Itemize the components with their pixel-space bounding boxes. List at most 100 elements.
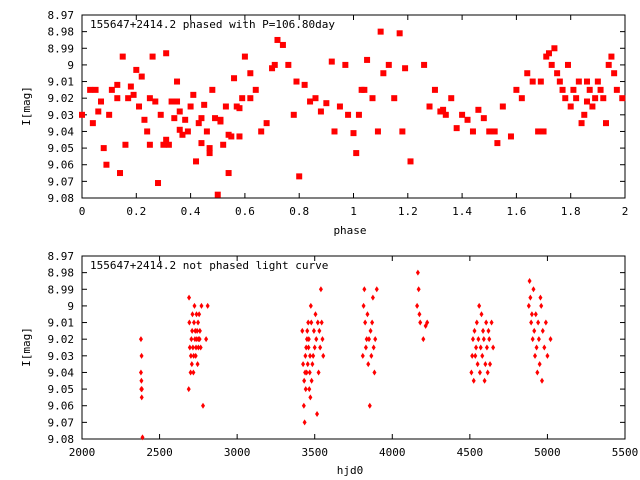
unphased-data-point bbox=[367, 336, 372, 343]
phased-data-point bbox=[165, 141, 172, 148]
unphased-data-point bbox=[528, 294, 533, 301]
phased-data-point bbox=[130, 91, 137, 98]
phased-data-point bbox=[236, 133, 243, 140]
unphased-data-point bbox=[193, 352, 198, 359]
unphased-data-point bbox=[304, 369, 309, 376]
phased-data-point bbox=[594, 78, 601, 85]
phased-data-point bbox=[575, 78, 582, 85]
unphased-data-point bbox=[366, 361, 371, 368]
unphased-plot-frame bbox=[81, 255, 626, 440]
phased-data-point bbox=[377, 28, 384, 35]
unphased-data-point bbox=[477, 369, 482, 376]
phased-data-point bbox=[361, 86, 368, 93]
phased-panel: 155647+2414.2 phased with P=106.80day ph… bbox=[20, 9, 628, 237]
unphased-x-tick-label: 3000 bbox=[224, 446, 251, 459]
phased-data-point bbox=[369, 95, 376, 102]
unphased-data-point bbox=[303, 352, 308, 359]
phased-data-point bbox=[459, 111, 466, 118]
phased-data-point bbox=[190, 91, 197, 98]
unphased-data-point bbox=[307, 386, 312, 393]
unphased-data-point bbox=[363, 319, 368, 326]
phased-data-point bbox=[271, 61, 278, 68]
phased-data-point bbox=[225, 170, 232, 177]
unphased-data-point bbox=[315, 319, 320, 326]
phased-data-point bbox=[613, 86, 620, 93]
unphased-data-point bbox=[192, 302, 197, 309]
phased-data-point bbox=[155, 180, 162, 187]
unphased-data-point bbox=[139, 394, 144, 401]
phased-data-point bbox=[92, 86, 99, 93]
unphased-data-point bbox=[194, 344, 199, 351]
phased-data-point bbox=[214, 191, 221, 198]
phased-data-point bbox=[464, 116, 471, 123]
phased-x-tick-label: 1.8 bbox=[561, 205, 581, 218]
phased-data-point bbox=[559, 86, 566, 93]
unphased-data-point bbox=[201, 402, 206, 409]
unphased-data-point bbox=[316, 369, 321, 376]
unphased-data-point bbox=[415, 269, 420, 276]
unphased-data-point bbox=[480, 352, 485, 359]
unphased-data-point bbox=[539, 377, 544, 384]
unphased-x-tick-label: 5000 bbox=[534, 446, 561, 459]
unphased-data-point bbox=[197, 336, 202, 343]
phased-data-point bbox=[290, 111, 297, 118]
unphased-data-point bbox=[481, 336, 486, 343]
unphased-data-point bbox=[303, 386, 308, 393]
unphased-data-point bbox=[195, 361, 200, 368]
unphased-x-ticks: 2000 2500 3000 3500 4000 4500 5000 5500 bbox=[69, 256, 639, 459]
unphased-data-point bbox=[482, 377, 487, 384]
unphased-x-tick-label: 3500 bbox=[301, 446, 328, 459]
unphased-data-point bbox=[189, 361, 194, 368]
unphased-data-point bbox=[306, 336, 311, 343]
phased-plot-frame bbox=[81, 14, 626, 199]
phased-data-point bbox=[144, 128, 151, 135]
unphased-data-point bbox=[374, 286, 379, 293]
unphased-data-point bbox=[304, 344, 309, 351]
unphased-data-point bbox=[533, 352, 538, 359]
unphased-data-point bbox=[190, 344, 195, 351]
unphased-data-point bbox=[474, 319, 479, 326]
unphased-data-point bbox=[484, 344, 489, 351]
unphased-data-point bbox=[533, 311, 538, 318]
phased-data-point bbox=[187, 103, 194, 110]
phased-data-point bbox=[168, 98, 175, 105]
unphased-data-point bbox=[481, 327, 486, 334]
phased-x-tick-label: 1.4 bbox=[452, 205, 472, 218]
phased-data-point bbox=[203, 128, 210, 135]
phased-data-point bbox=[524, 70, 531, 77]
unphased-data-point bbox=[317, 327, 322, 334]
unphased-data-point bbox=[483, 361, 488, 368]
unphased-data-point bbox=[418, 319, 423, 326]
unphased-data-point bbox=[188, 352, 193, 359]
phased-data-point bbox=[380, 70, 387, 77]
unphased-data-point bbox=[138, 336, 143, 343]
phased-data-point bbox=[353, 150, 360, 157]
phased-data-point bbox=[236, 105, 243, 112]
unphased-x-axis-label: hjd0 bbox=[337, 464, 364, 477]
unphased-data-point bbox=[191, 352, 196, 359]
phased-data-point bbox=[486, 128, 493, 135]
unphased-data-point bbox=[306, 344, 311, 351]
unphased-x-tick-label: 5500 bbox=[612, 446, 639, 459]
phased-data-point bbox=[157, 111, 164, 118]
unphased-data-point bbox=[360, 352, 365, 359]
phased-data-point bbox=[543, 53, 550, 60]
phased-data-point bbox=[570, 86, 577, 93]
phased-data-point bbox=[513, 86, 520, 93]
phased-data-point bbox=[583, 98, 590, 105]
phased-data-point bbox=[554, 70, 561, 77]
phased-data-point bbox=[201, 101, 208, 108]
phased-data-point bbox=[342, 61, 349, 68]
phased-y-tick-label: 8.98 bbox=[48, 26, 75, 39]
phased-data-point bbox=[323, 100, 330, 107]
phased-data-point bbox=[125, 95, 132, 102]
phased-x-tick-label: 0.4 bbox=[181, 205, 201, 218]
phased-data-point bbox=[174, 78, 181, 85]
unphased-data-point bbox=[302, 419, 307, 426]
phased-data-point bbox=[206, 150, 213, 157]
phased-data-point bbox=[581, 111, 588, 118]
unphased-data-point bbox=[196, 344, 201, 351]
phased-x-tick-label: 0.2 bbox=[126, 205, 146, 218]
phased-data-point bbox=[100, 145, 107, 152]
phased-data-points bbox=[79, 28, 626, 198]
